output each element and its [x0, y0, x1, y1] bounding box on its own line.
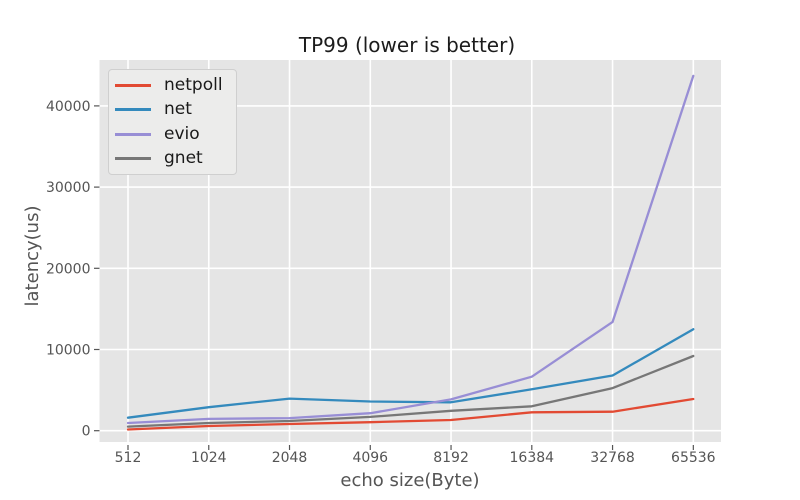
legend-line-swatch — [115, 132, 151, 136]
x-tick-label: 8192 — [433, 450, 469, 466]
series-line-evio — [126, 74, 695, 425]
series-line-net — [126, 328, 695, 419]
legend-line-swatch — [115, 108, 151, 112]
legend-item-evio: evio — [115, 122, 230, 146]
legend-label: netpoll — [164, 74, 223, 95]
series-layer — [126, 74, 695, 431]
legend-line-swatch — [115, 157, 151, 161]
x-tick-label: 1024 — [191, 450, 227, 466]
x-tick-label: 512 — [115, 450, 142, 466]
gridline-layer — [99, 60, 721, 442]
legend-item-netpoll: netpoll — [115, 73, 230, 97]
x-axis-label: echo size(Byte) — [340, 470, 479, 491]
legend-item-net: net — [115, 98, 230, 122]
legend-line-swatch — [115, 83, 151, 87]
legend-label: evio — [164, 123, 200, 144]
tick-layer: 0 10000 20000 30000 40000 512 1024 2048 4096 8192… — [46, 99, 716, 466]
series-line-netpoll — [126, 397, 695, 431]
chart-title: TP99 (lower is better) — [298, 33, 515, 57]
y-tick-label: 20000 — [46, 261, 91, 277]
x-tick-label: 32768 — [590, 450, 635, 466]
legend-item-gnet: gnet — [115, 147, 230, 171]
x-tick-label: 16384 — [510, 450, 555, 466]
legend: netpoll net evio gnet — [108, 69, 237, 175]
legend-label: gnet — [164, 148, 203, 169]
x-tick-label: 2048 — [272, 450, 308, 466]
x-tick-label: 65536 — [671, 450, 716, 466]
y-tick-label: 0 — [82, 424, 91, 440]
y-tick-label: 10000 — [46, 343, 91, 359]
y-axis-label: latency(us) — [22, 206, 43, 307]
x-tick-label: 4096 — [352, 450, 388, 466]
legend-label: net — [164, 99, 192, 120]
series-line-gnet — [126, 354, 695, 428]
y-tick-label: 30000 — [46, 180, 91, 196]
y-tick-label: 40000 — [46, 99, 91, 115]
